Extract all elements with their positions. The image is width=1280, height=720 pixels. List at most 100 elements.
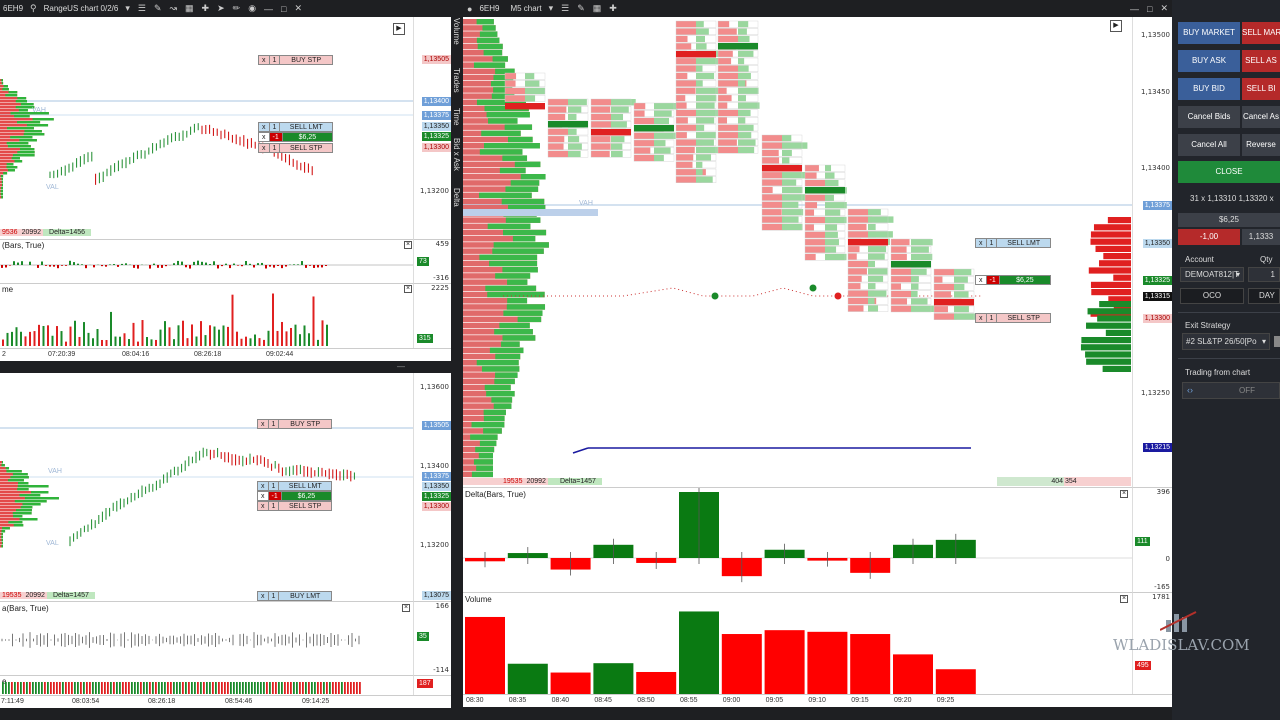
chart-nav-button[interactable]: ▶ [1110,20,1122,32]
buy-bid-button[interactable]: BUY BID [1178,78,1240,100]
horizontal-scrollbar[interactable] [0,708,451,720]
volume-pane-close[interactable]: × [404,285,412,293]
sell-bid-button[interactable]: SELL BI [1242,78,1280,100]
left-bottom-delta-pane[interactable]: a(Bars, True) × [0,601,413,675]
main-instrument-label[interactable]: 6EH9 [479,4,500,13]
cancel-bids-button[interactable]: Cancel Bids [1178,106,1240,128]
tab-time[interactable]: Time [452,108,461,126]
close-position-icon[interactable]: x [976,276,987,284]
cancel-asks-button[interactable]: Cancel As [1242,106,1280,128]
left-top-volume-pane[interactable]: me × [0,283,413,348]
close-icon[interactable]: ✕ [1160,3,1168,13]
close-position-button[interactable]: CLOSE [1178,161,1280,183]
search-icon[interactable]: ⚲ [30,3,37,13]
maximize-icon[interactable]: □ [1147,3,1153,14]
cancel-order-icon[interactable]: x [258,482,269,490]
trading-from-chart-toggle[interactable]: ‹› OFF [1182,382,1280,399]
panel-divider [1178,358,1280,359]
main-price-axis[interactable]: 1,13500 1,13450 1,13400 1,13375 1,13350 … [1132,17,1172,487]
cancel-order-icon[interactable]: x [976,314,987,322]
cancel-order-icon[interactable]: x [259,123,270,131]
qty-input[interactable]: 1 [1248,267,1280,282]
main-chart-name-label[interactable]: M5 chart [510,4,542,13]
chart-name-label[interactable]: RangeUS chart 0/2/6 [43,4,119,13]
tif-select[interactable]: DAY [1248,288,1280,304]
order-buy-lmt[interactable]: x 1 BUY LMT [257,591,332,601]
main-horizontal-scrollbar[interactable] [463,707,1172,720]
oco-button[interactable]: OCO [1180,288,1244,304]
cancel-order-icon[interactable]: x [258,420,269,428]
pane-separator[interactable]: — [0,361,451,373]
cancel-all-button[interactable]: Cancel All [1178,134,1240,156]
crosshair-icon[interactable]: ✚ [201,3,210,13]
position-order[interactable]: x -1 $6,25 [258,132,333,142]
close-icon[interactable]: ✕ [294,3,303,13]
tab-volume[interactable]: Volume [452,18,461,45]
exit-strategy-select[interactable]: #2 SL&TP 26/50[Po ▾ [1182,333,1270,350]
instrument-label[interactable]: 6EH9 [3,4,24,13]
order-sell-stp[interactable]: x 1 SELL STP [257,501,332,511]
cancel-order-icon[interactable]: x [258,502,269,510]
cancel-order-icon[interactable]: x [259,56,270,64]
cancel-order-icon[interactable]: x [259,144,270,152]
minimize-icon[interactable]: — [264,3,274,14]
delta-pane-close[interactable]: × [1120,490,1128,498]
left-top-price-axis[interactable]: 1,13505 1,13400 1,13375 1,13350 1,13325 … [413,17,451,239]
left-bottom-volume-pane[interactable]: e [0,675,413,695]
tab-trades[interactable]: Trades [452,68,461,93]
dropdown-icon[interactable]: ▾ [125,3,130,13]
delta-pane-close[interactable]: × [404,241,412,249]
order-buy-stp[interactable]: x 1 BUY STP [257,419,332,429]
maximize-icon[interactable]: □ [281,3,287,14]
main-cluster-chart[interactable]: ▶ VAH x 1 SELL LMT x -1 $6,25 x 1 SELL STP 195… [463,17,1132,487]
strategy-settings-icon[interactable] [1274,336,1280,347]
cancel-order-icon[interactable]: x [976,239,987,247]
left-top-delta-pane[interactable]: (Bars, True) × [0,239,413,283]
order-sell-stp[interactable]: x 1 SELL STP [975,313,1051,323]
cursor-icon[interactable]: ➤ [217,3,225,13]
position-order[interactable]: x -1 $6,25 [975,275,1051,285]
close-position-icon[interactable]: x [259,133,270,141]
minimize-icon[interactable]: — [1130,3,1140,14]
layout-icon[interactable]: ▦ [185,3,194,13]
volume-title: Volume [465,595,492,604]
list-icon[interactable]: ☰ [137,3,146,13]
list-icon[interactable]: ☰ [561,3,570,13]
lock-icon[interactable]: ● [467,3,473,14]
order-sell-lmt[interactable]: x 1 SELL LMT [975,238,1051,248]
volume-pane-close[interactable]: × [1120,595,1128,603]
cancel-order-icon[interactable]: x [258,592,269,600]
draw-icon[interactable]: ✏ [232,3,241,13]
tab-bid-ask[interactable]: Bid x Ask [452,138,461,171]
left-bottom-price-axis[interactable]: 1,13600 1,13505 1,13400 1,13375 1,13350 … [413,373,451,601]
camera-icon[interactable]: ◉ [248,3,257,13]
order-sell-stp[interactable]: x 1 SELL STP [258,143,333,153]
layout-icon[interactable]: ▦ [592,3,602,13]
close-position-icon[interactable]: x [258,492,269,500]
reverse-button[interactable]: Reverse [1242,134,1280,156]
order-sell-lmt[interactable]: x 1 SELL LMT [257,481,332,491]
tab-delta[interactable]: Delta [452,188,461,207]
position-order[interactable]: x -1 $6,25 [257,491,332,501]
sell-ask-button[interactable]: SELL AS [1242,50,1280,72]
buy-market-button[interactable]: BUY MARKET [1178,22,1240,44]
order-sell-lmt[interactable]: x 1 SELL LMT [258,122,333,132]
dropdown-icon[interactable]: ▾ [548,3,554,13]
pencil-icon[interactable]: ✎ [577,3,585,13]
order-buy-stp[interactable]: x 1 BUY STP [258,55,333,65]
profile-bar [507,136,533,143]
account-select[interactable]: DEMOAT812|T ▾ [1180,267,1244,282]
left-top-chart[interactable]: ▶ VAH VAL x 1 BUY STP x 1 SELL LMT x -1 $6,25 … [0,17,413,239]
main-delta-pane[interactable]: Delta(Bars, True) × [463,487,1132,592]
pencil-icon[interactable]: ✎ [153,3,162,13]
indicator-icon[interactable]: ↝ [169,3,178,13]
volume-bar [44,682,46,694]
chart-nav-button[interactable]: ▶ [393,23,405,35]
crosshair-icon[interactable]: ✚ [609,3,617,13]
delta-pane-close[interactable]: × [402,604,410,612]
sell-market-button[interactable]: SELL MAR [1242,22,1280,44]
profile-bar [1,533,3,536]
buy-ask-button[interactable]: BUY ASK [1178,50,1240,72]
main-volume-pane[interactable]: Volume × [463,592,1132,694]
